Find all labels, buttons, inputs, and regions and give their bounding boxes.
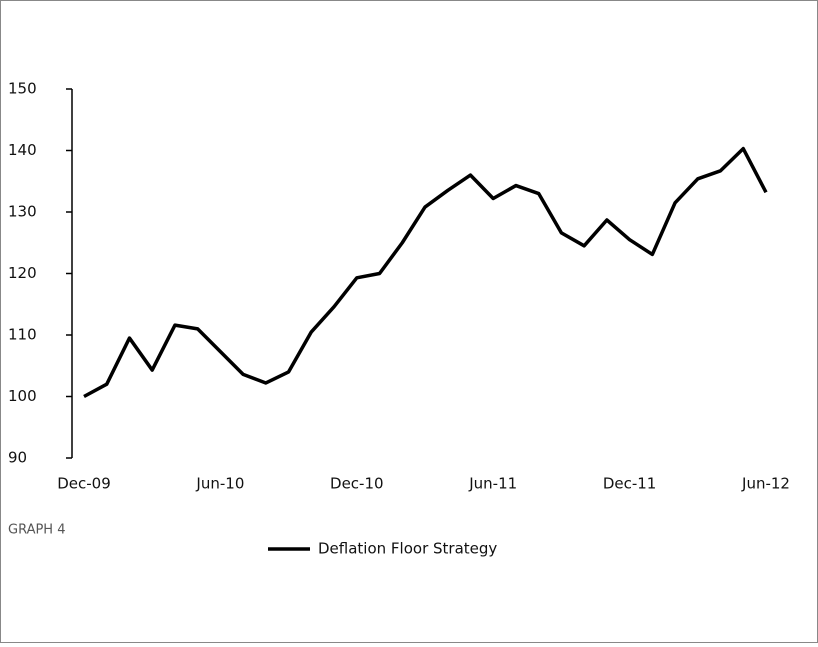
x-tick-label: Jun-10 [195, 475, 244, 493]
y-tick-label: 100 [8, 387, 37, 405]
y-tick-label: 110 [8, 326, 37, 344]
y-tick-label: 140 [8, 141, 37, 159]
x-tick-label: Jun-11 [468, 475, 517, 493]
x-tick-label: Jun-12 [741, 475, 790, 493]
y-tick-label: 90 [8, 449, 27, 467]
legend-label: Deflation Floor Strategy [318, 540, 497, 558]
data-line [83, 146, 768, 399]
caption: GRAPH 4 [8, 523, 66, 538]
y-tick-label: 130 [8, 203, 37, 221]
x-tick-label: Dec-10 [330, 475, 384, 493]
y-tick-label: 120 [8, 264, 37, 282]
x-tick-label: Dec-11 [603, 475, 657, 493]
x-tick-label: Dec-09 [57, 475, 111, 493]
y-tick-label: 150 [8, 80, 37, 98]
